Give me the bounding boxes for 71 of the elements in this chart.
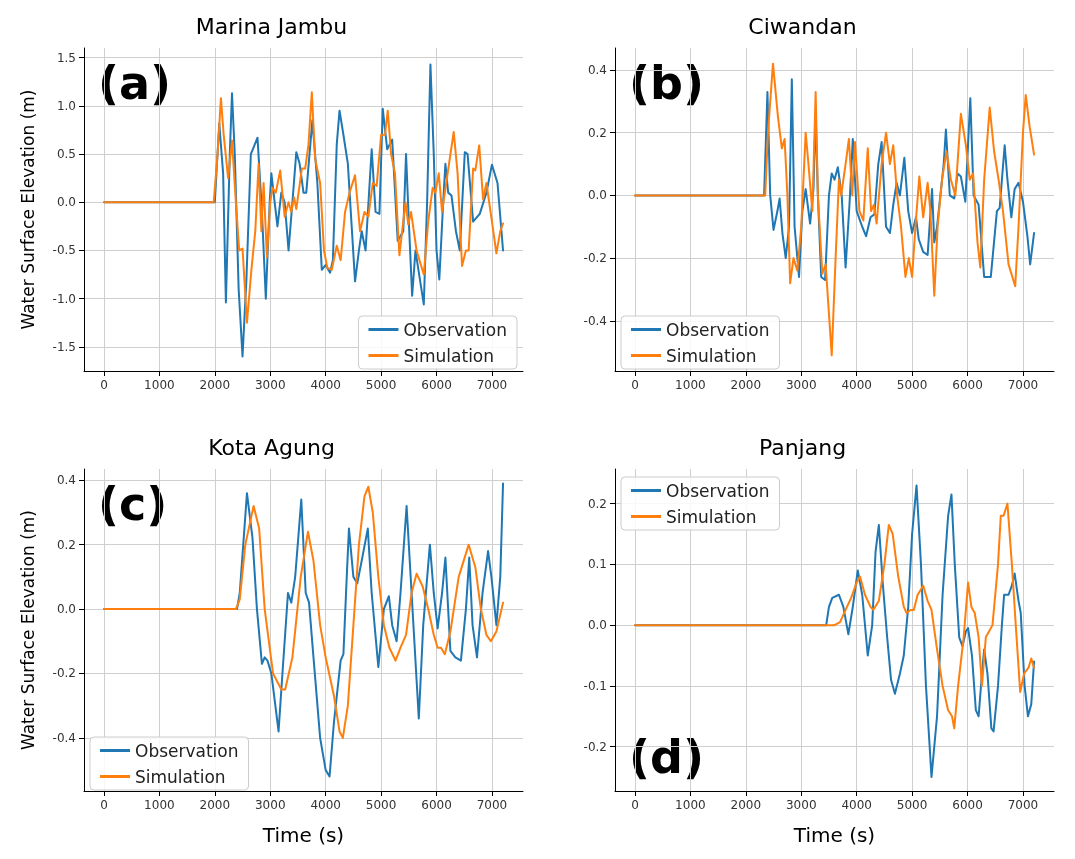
x-tick-label: 0 <box>631 378 639 392</box>
x-tick-label: 2000 <box>199 798 231 812</box>
y-tick-label: -0.1 <box>583 678 607 693</box>
y-tick-label: -0.5 <box>52 243 76 258</box>
x-tick-label: 6000 <box>421 798 452 812</box>
x-tick-label: 1000 <box>144 798 175 812</box>
y-tick-label: -0.2 <box>583 251 607 266</box>
x-tick-label: 2000 <box>730 378 762 392</box>
y-tick-label: -0.2 <box>583 739 607 754</box>
x-tick-label: 6000 <box>952 798 983 812</box>
x-tick-label: 0 <box>100 798 108 812</box>
chart-title: Kota Agung <box>208 434 335 460</box>
x-axis-title: Time (s) <box>792 823 876 847</box>
legend-label: Observation <box>666 480 770 501</box>
x-tick-label: 5000 <box>365 798 397 812</box>
x-tick-label: 7000 <box>476 798 508 812</box>
legend-label: Simulation <box>403 345 495 366</box>
x-tick-label: 3000 <box>254 378 286 392</box>
x-tick-label: 0 <box>631 798 639 812</box>
y-axis-title: Water Surface Elevation (m) <box>17 509 38 751</box>
y-tick-label: 0.4 <box>56 473 76 488</box>
y-tick-label: 0.0 <box>587 188 607 203</box>
x-tick-label: 4000 <box>310 798 341 812</box>
y-tick-label: -1.5 <box>52 339 76 354</box>
legend-label: Simulation <box>666 345 757 366</box>
y-tick-label: 1.0 <box>56 98 76 113</box>
y-tick-label: -0.4 <box>583 313 607 328</box>
y-tick-label: 0.1 <box>587 557 607 572</box>
x-tick-label: 1000 <box>144 378 175 392</box>
y-tick-label: 0.2 <box>56 537 76 552</box>
x-tick-label: 7000 <box>476 378 508 392</box>
y-tick-label: 0.0 <box>587 618 607 633</box>
y-tick-label: 0.4 <box>587 62 607 77</box>
x-tick-label: 6000 <box>421 378 452 392</box>
legend-label: Simulation <box>135 766 226 787</box>
x-tick-label: 7000 <box>1007 378 1039 392</box>
x-tick-label: 5000 <box>896 378 928 392</box>
chart-title: Panjang <box>758 434 847 460</box>
y-tick-label: -0.2 <box>52 666 76 681</box>
x-tick-label: 6000 <box>952 378 983 392</box>
x-tick-label: 2000 <box>199 378 231 392</box>
x-tick-label: 5000 <box>365 378 397 392</box>
line-series <box>633 502 1036 730</box>
chart-title: Marina Jambu <box>195 13 348 39</box>
chart-title: Ciwandan <box>748 13 857 39</box>
legend-label: Observation <box>666 319 770 340</box>
y-tick-label: 0.0 <box>56 602 76 617</box>
x-tick-label: 4000 <box>841 378 872 392</box>
x-tick-label: 4000 <box>310 378 341 392</box>
y-tick-label: 0.2 <box>587 125 607 140</box>
x-tick-label: 5000 <box>896 798 928 812</box>
y-tick-label: 1.5 <box>56 50 76 65</box>
y-tick-label: 0.2 <box>587 496 607 511</box>
x-tick-label: 3000 <box>785 378 817 392</box>
y-axis-title: Water Surface Elevation (m) <box>17 89 38 330</box>
y-tick-label: 0.0 <box>56 195 76 210</box>
x-tick-label: 4000 <box>841 798 872 812</box>
x-tick-label: 1000 <box>675 798 706 812</box>
x-tick-label: 3000 <box>785 798 817 812</box>
x-tick-label: 7000 <box>1007 798 1039 812</box>
y-tick-label: -0.4 <box>52 730 76 745</box>
legend-label: Observation <box>403 319 508 340</box>
x-axis-title: Time (s) <box>261 823 345 847</box>
x-tick-label: 0 <box>100 378 108 392</box>
x-tick-label: 3000 <box>254 798 286 812</box>
y-tick-label: 0.5 <box>56 147 76 162</box>
x-tick-label: 2000 <box>730 798 762 812</box>
legend-label: Simulation <box>666 506 757 527</box>
y-tick-label: -1.0 <box>52 291 76 306</box>
x-tick-label: 1000 <box>675 378 706 392</box>
legend-label: Observation <box>135 740 239 761</box>
